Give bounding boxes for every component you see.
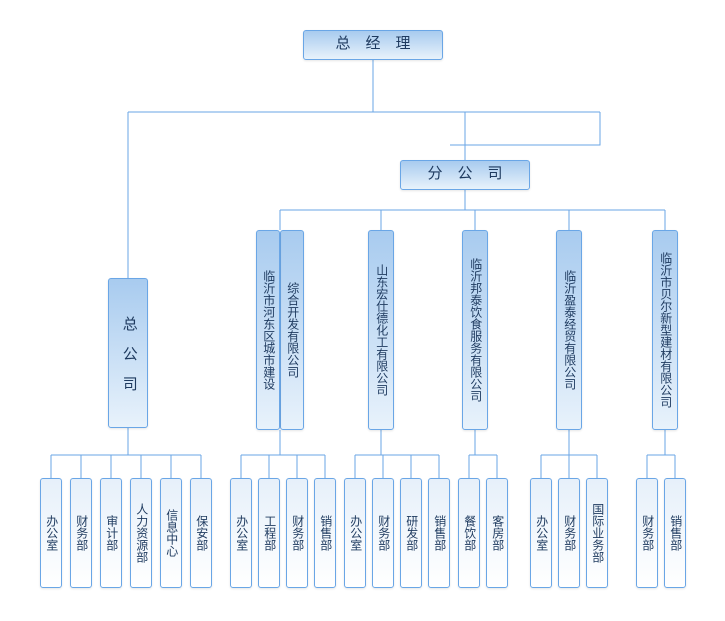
node-d20: 财务部	[636, 478, 658, 588]
node-label: 分 公 司	[427, 165, 502, 185]
node-label: 综合开发有限公司	[284, 282, 300, 378]
node-d03: 审计部	[100, 478, 122, 588]
node-d04: 人力资源部	[130, 478, 152, 588]
node-label: 国际业务部	[589, 503, 605, 563]
node-hq: 总 公 司	[108, 278, 148, 428]
node-label: 财务部	[561, 515, 577, 551]
node-c5: 临沂市贝尔新型建材有限公司	[652, 230, 678, 430]
node-label: 临沂市贝尔新型建材有限公司	[657, 252, 673, 408]
node-label: 财务部	[289, 515, 305, 551]
node-d12: 财务部	[372, 478, 394, 588]
node-d14: 销售部	[428, 478, 450, 588]
node-d18: 财务部	[558, 478, 580, 588]
node-d16: 客房部	[486, 478, 508, 588]
node-d07: 办公室	[230, 478, 252, 588]
node-label: 办公室	[533, 515, 549, 551]
node-label: 临沂盈泰经贸有限公司	[561, 270, 577, 390]
node-label: 审计部	[103, 515, 119, 551]
node-c3: 临沂邦泰饮食服务有限公司	[462, 230, 488, 430]
node-label: 办公室	[347, 515, 363, 551]
node-d13: 研发部	[400, 478, 422, 588]
node-c2: 山东宏仕德化工有限公司	[368, 230, 394, 430]
node-label: 财务部	[639, 515, 655, 551]
node-label: 临沂邦泰饮食服务有限公司	[467, 258, 483, 402]
node-label: 销售部	[317, 515, 333, 551]
node-d10: 销售部	[314, 478, 336, 588]
node-label: 研发部	[403, 515, 419, 551]
node-c1a: 综合开发有限公司	[280, 230, 304, 430]
node-d09: 财务部	[286, 478, 308, 588]
node-label: 工程部	[261, 515, 277, 551]
node-d11: 办公室	[344, 478, 366, 588]
node-label: 办公室	[43, 515, 59, 551]
node-d01: 办公室	[40, 478, 62, 588]
node-branch: 分 公 司	[400, 160, 530, 190]
node-d21: 销售部	[664, 478, 686, 588]
node-gm: 总 经 理	[303, 30, 443, 60]
connector	[450, 112, 600, 145]
node-label: 财务部	[375, 515, 391, 551]
node-d05: 信息中心	[160, 478, 182, 588]
node-c1b: 临沂市河东区城市建设	[256, 230, 280, 430]
node-label: 临沂市河东区城市建设	[260, 270, 276, 390]
node-label: 餐饮部	[461, 515, 477, 551]
node-d08: 工程部	[258, 478, 280, 588]
node-d06: 保安部	[190, 478, 212, 588]
node-label: 总 公 司	[118, 316, 138, 391]
node-d15: 餐饮部	[458, 478, 480, 588]
node-label: 人力资源部	[133, 503, 149, 563]
node-label: 保安部	[193, 515, 209, 551]
node-label: 总 经 理	[335, 35, 410, 55]
node-label: 客房部	[489, 515, 505, 551]
node-label: 财务部	[73, 515, 89, 551]
node-label: 山东宏仕德化工有限公司	[373, 264, 389, 396]
node-d19: 国际业务部	[586, 478, 608, 588]
node-label: 销售部	[431, 515, 447, 551]
node-c4: 临沂盈泰经贸有限公司	[556, 230, 582, 430]
node-label: 销售部	[667, 515, 683, 551]
node-d02: 财务部	[70, 478, 92, 588]
node-label: 办公室	[233, 515, 249, 551]
node-label: 信息中心	[163, 509, 179, 557]
node-d17: 办公室	[530, 478, 552, 588]
